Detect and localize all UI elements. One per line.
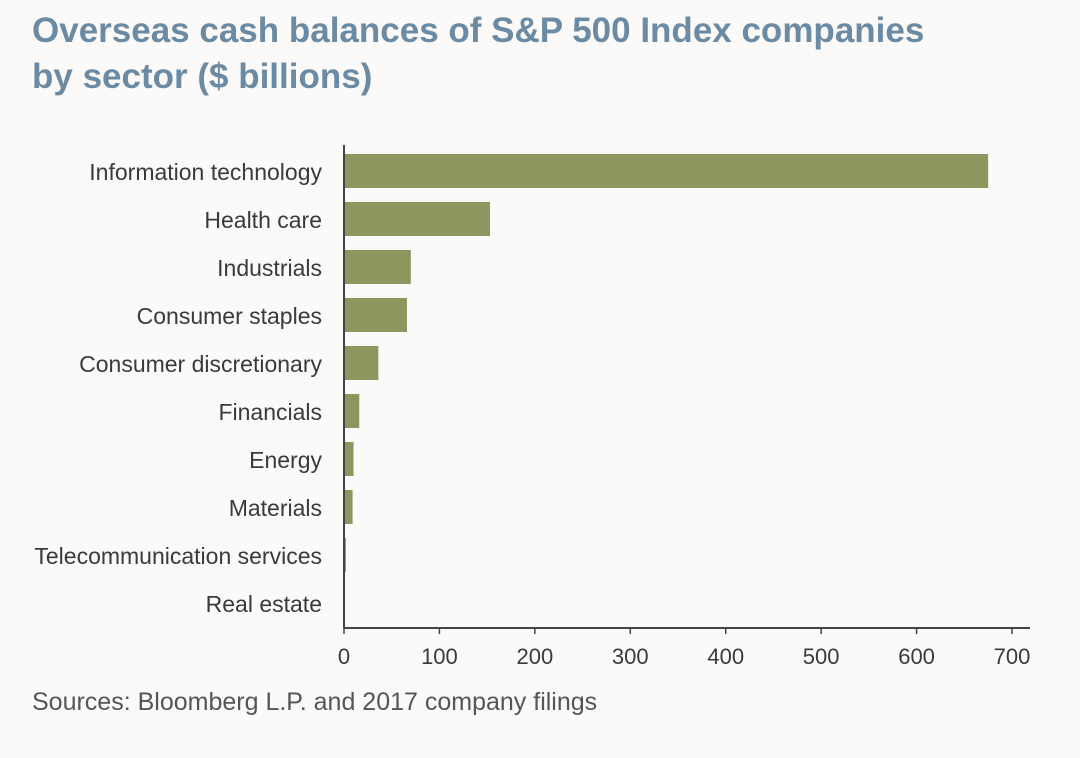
category-label-consumer-discretionary: Consumer discretionary bbox=[79, 351, 322, 377]
chart-title-line-1: Overseas cash balances of S&P 500 Index … bbox=[32, 11, 925, 50]
bar-industrials bbox=[344, 250, 411, 284]
category-label-health-care: Health care bbox=[204, 207, 322, 233]
category-label-industrials: Industrials bbox=[217, 255, 322, 281]
bar-financials bbox=[344, 394, 360, 428]
bar-consumer-staples bbox=[344, 298, 407, 332]
category-label-consumer-staples: Consumer staples bbox=[137, 303, 322, 329]
bar-consumer-discretionary bbox=[344, 346, 379, 380]
category-label-telecommunication-services: Telecommunication services bbox=[34, 543, 322, 569]
x-tick-label-100: 100 bbox=[421, 644, 458, 669]
bar-energy bbox=[344, 442, 354, 476]
x-tick-label-0: 0 bbox=[338, 644, 350, 669]
category-label-real-estate: Real estate bbox=[206, 591, 322, 617]
x-tick-label-400: 400 bbox=[707, 644, 744, 669]
x-tick-label-200: 200 bbox=[516, 644, 553, 669]
bar-health-care bbox=[344, 202, 491, 236]
bar-materials bbox=[344, 490, 353, 524]
chart-title: Overseas cash balances of S&P 500 Index … bbox=[32, 8, 1032, 100]
category-label-financials: Financials bbox=[218, 399, 322, 425]
category-label-materials: Materials bbox=[229, 495, 322, 521]
chart-title-line-2: by sector ($ billions) bbox=[32, 57, 373, 96]
x-tick-label-700: 700 bbox=[994, 644, 1031, 669]
category-label-energy: Energy bbox=[249, 447, 322, 473]
bar-information-technology bbox=[344, 154, 989, 188]
category-label-information-technology: Information technology bbox=[89, 159, 322, 185]
source-note: Sources: Bloomberg L.P. and 2017 company… bbox=[32, 688, 598, 716]
x-tick-label-500: 500 bbox=[803, 644, 840, 669]
x-tick-label-600: 600 bbox=[898, 644, 935, 669]
x-tick-label-300: 300 bbox=[612, 644, 649, 669]
